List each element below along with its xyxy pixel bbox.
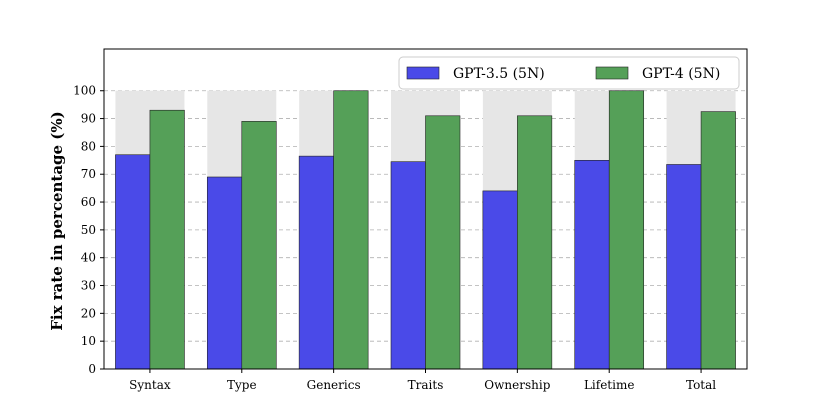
data-bars: [115, 90, 736, 370]
bar-gpt4-generics: [333, 90, 369, 370]
y-tick-label: 40: [81, 251, 96, 265]
x-tick-label: Syntax: [129, 378, 171, 392]
bar-gpt35-ownership: [482, 190, 518, 370]
x-tick-label: Type: [227, 378, 257, 392]
y-tick-label: 70: [81, 167, 96, 181]
x-tick-label: Ownership: [484, 378, 550, 392]
bar-gpt35-type: [206, 176, 243, 370]
y-tick-label: 90: [81, 112, 96, 126]
x-tick-label: Generics: [307, 378, 361, 392]
y-tick-label: 20: [81, 306, 96, 320]
bar-gpt4-syntax: [149, 109, 185, 370]
y-axis-label: Fix rate in percentage (%): [48, 111, 66, 331]
bar-gpt4-ownership: [517, 115, 553, 370]
bar-gpt4-lifetime: [608, 90, 645, 370]
bar-gpt35-lifetime: [574, 160, 610, 370]
y-tick-label: 10: [81, 334, 96, 348]
bar-gpt4-type: [241, 121, 277, 370]
x-tick-label: Lifetime: [584, 378, 635, 392]
bar-gpt35-traits: [390, 161, 426, 370]
legend-box: [398, 56, 740, 90]
bar-gpt35-total: [666, 164, 702, 370]
y-tick-label: 80: [81, 139, 96, 153]
y-tick-label: 60: [81, 195, 96, 209]
legend-swatch: [595, 66, 629, 80]
x-tick-label: Traits: [408, 378, 444, 392]
legend-swatch: [406, 66, 440, 80]
y-axis-ticks: 0 10 20 30 40 50 60 70 80 90 100: [73, 84, 104, 376]
x-tick-label: Total: [686, 378, 716, 392]
bar-gpt35-generics: [298, 155, 334, 370]
y-tick-label: 30: [81, 279, 96, 293]
y-tick-label: 100: [73, 84, 96, 98]
legend-label: GPT-4 (5N): [642, 66, 720, 82]
bar-gpt4-traits: [425, 115, 461, 370]
legend: GPT-3.5 (5N) GPT-4 (5N): [398, 56, 740, 90]
y-tick-label: 0: [88, 362, 96, 376]
y-tick-label: 50: [81, 223, 96, 237]
x-axis-ticks: Syntax Type Generics Traits Ownership Lifetim…: [129, 369, 716, 392]
legend-label: GPT-3.5 (5N): [453, 66, 545, 82]
bar-gpt4-total: [700, 111, 736, 370]
bar-gpt35-syntax: [115, 154, 151, 370]
